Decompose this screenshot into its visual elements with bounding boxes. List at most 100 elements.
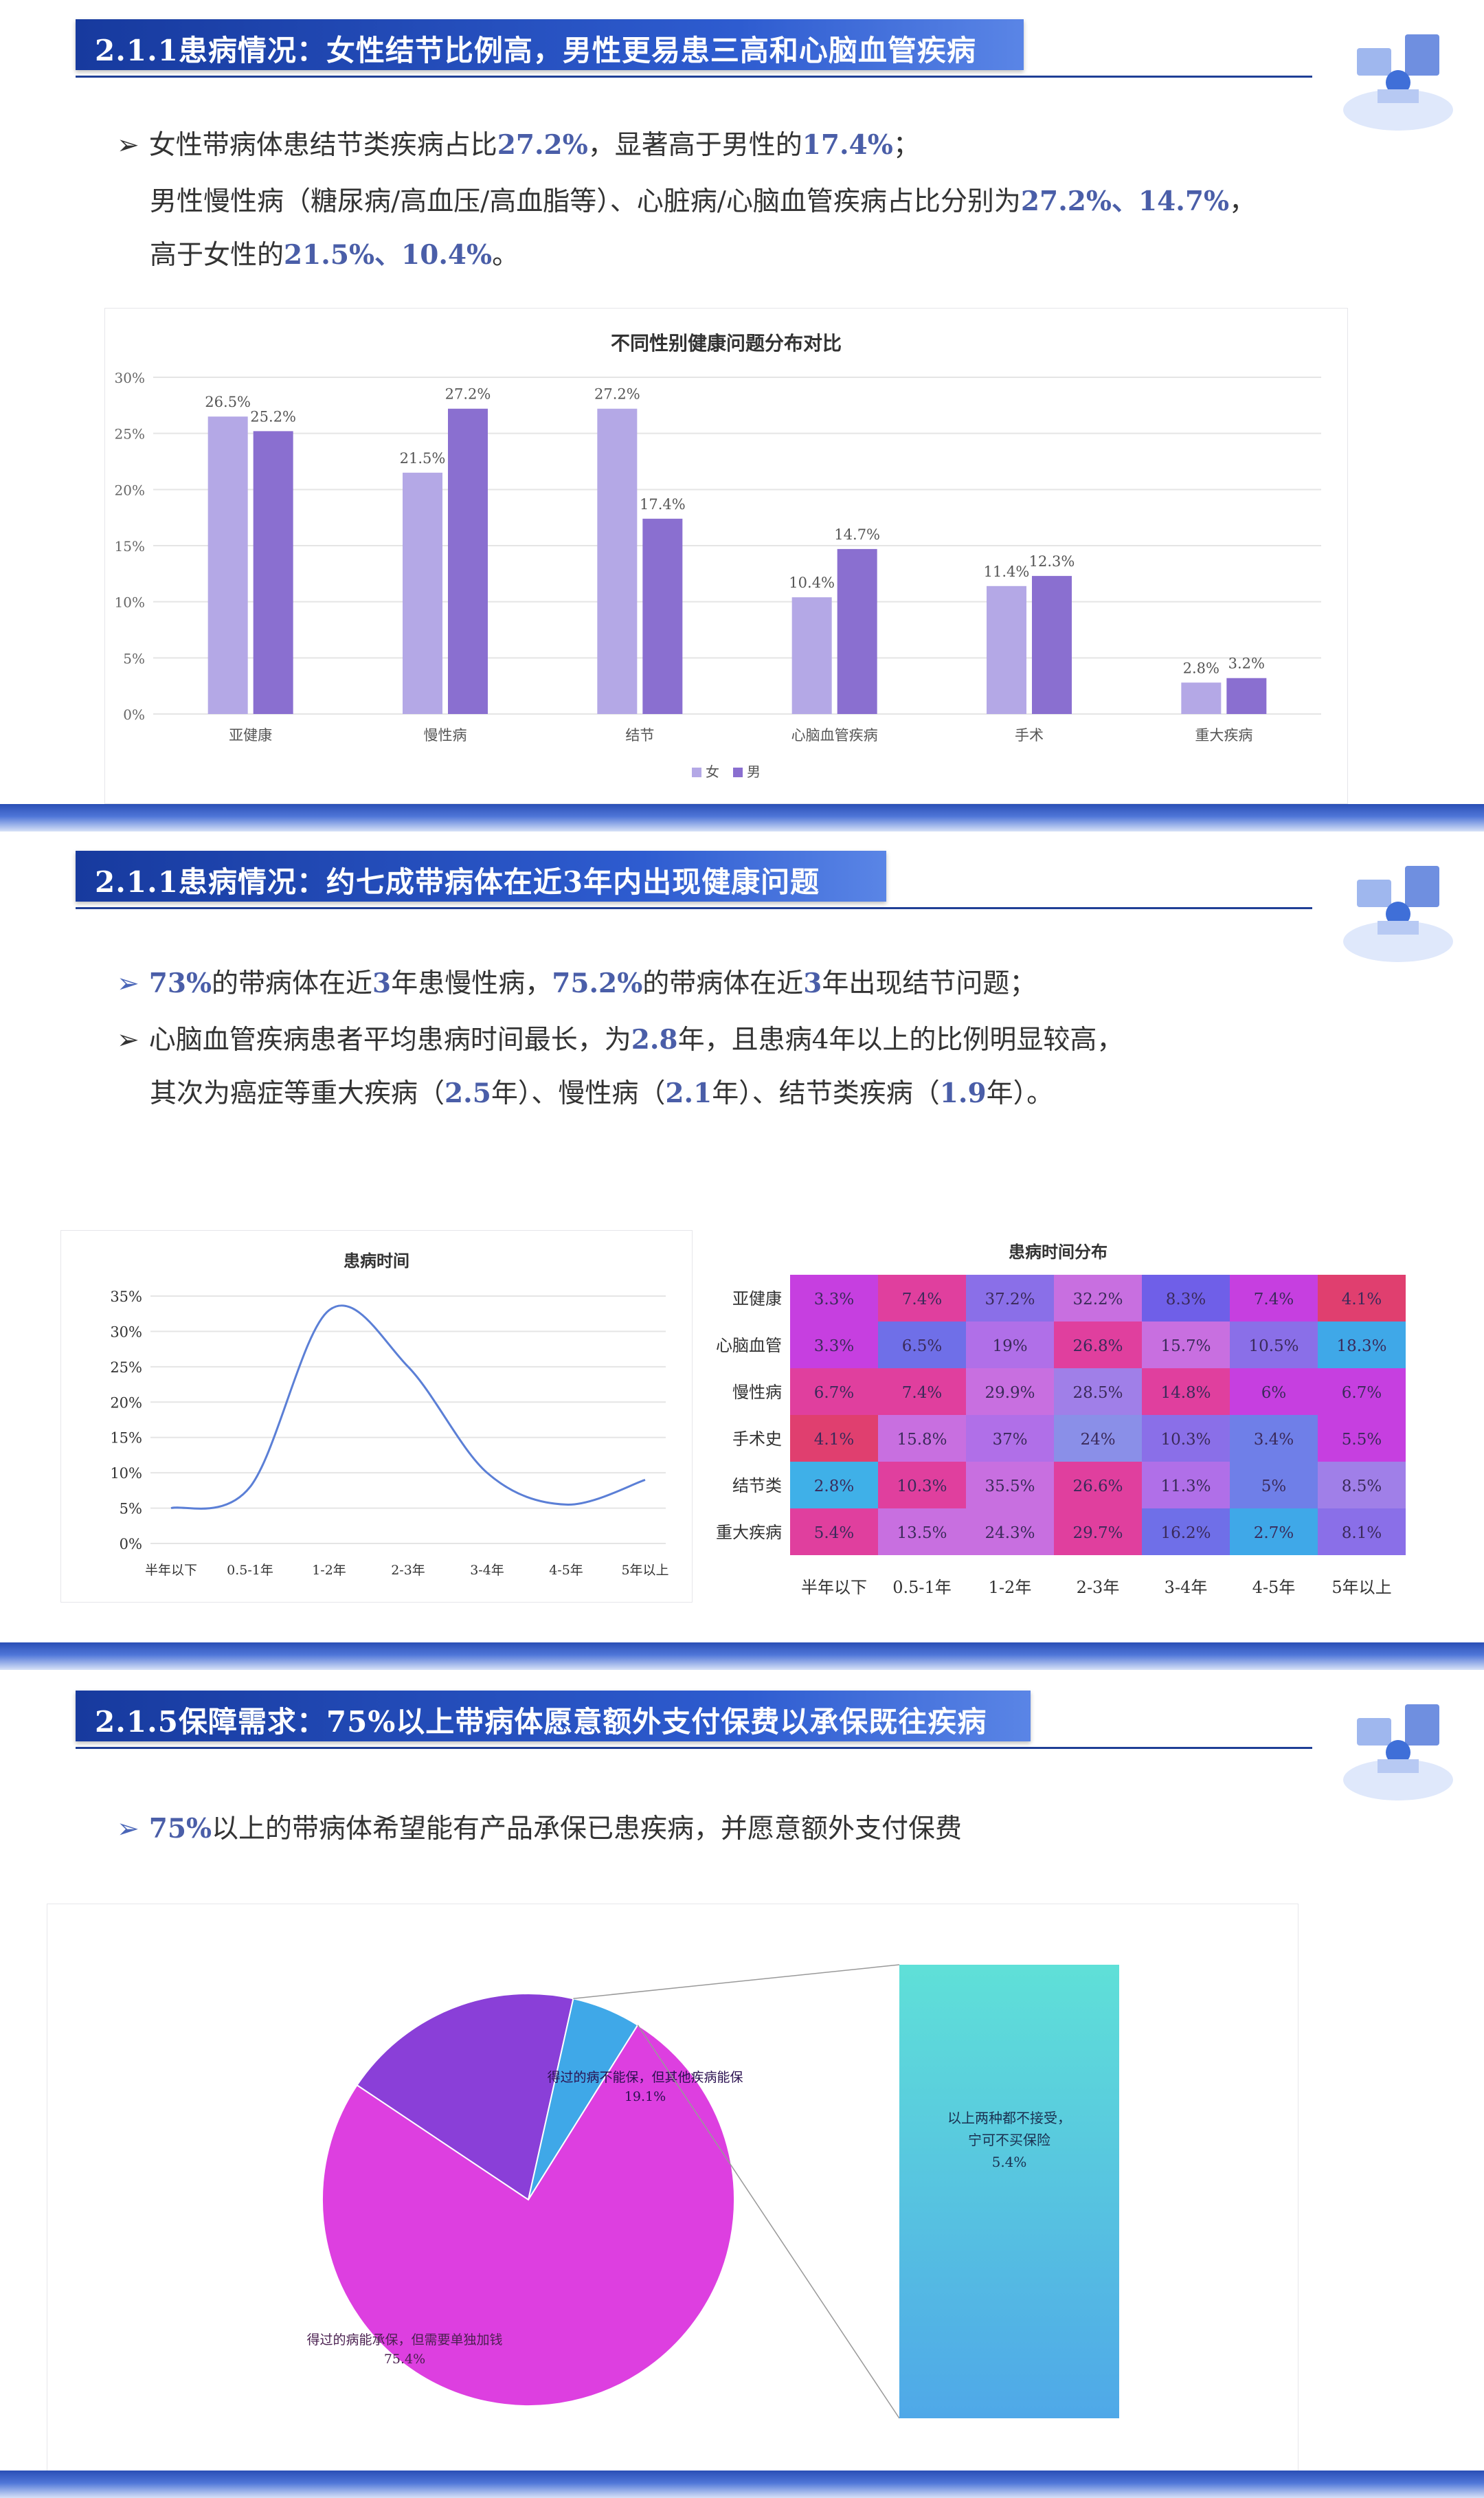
y-tick-label: 25% xyxy=(110,1359,142,1376)
bar xyxy=(987,586,1026,714)
y-tick-label: 5% xyxy=(120,1501,142,1517)
bullet-arrow-icon: ➢ xyxy=(117,1814,139,1844)
x-tick-label: 2-3年 xyxy=(391,1563,425,1578)
cell-label: 8.5% xyxy=(1342,1477,1382,1495)
heatmap-cell xyxy=(966,1415,1054,1462)
bullet-text: 的带病体在近 xyxy=(212,968,373,999)
heatmap-cell xyxy=(1142,1508,1230,1555)
cell-label: 32.2% xyxy=(1072,1291,1123,1308)
pie-chart-svg: 得过的病能承保，但需要单独加钱 75.4% 得过的病不能保，但其他疾病能保 19.1%… xyxy=(306,1964,1119,2419)
heatmap-cell xyxy=(1230,1275,1318,1322)
cell-label: 29.9% xyxy=(985,1384,1035,1402)
bar xyxy=(1032,576,1072,714)
title-underline xyxy=(76,907,1312,909)
heatmap-cell xyxy=(1054,1275,1142,1322)
section-separator xyxy=(0,1642,1484,1670)
row-label: 心脑血管 xyxy=(716,1336,782,1355)
heatmap-cell xyxy=(1054,1508,1142,1555)
heatmap-cell xyxy=(1318,1275,1406,1322)
heatmap-cell xyxy=(1318,1508,1406,1555)
bullet-text: 年）。 xyxy=(986,1078,1054,1109)
bar xyxy=(448,408,488,714)
duration-line-chart: 患病时间 0% 5% 10% 15% 20% 25% 30% 35% 半年以下 0.5-1年 1-2年… xyxy=(60,1230,693,1603)
bullet-line: ➢ 心脑血管疾病患者平均患病时间最长，为2.8年，且患病4年以上的比例明显较高， xyxy=(117,1018,1123,1057)
bar xyxy=(403,472,442,714)
medical-illustration-icon xyxy=(1343,1704,1453,1800)
bar xyxy=(207,416,248,714)
highlight-value: 2.1 xyxy=(665,1078,712,1109)
data-label: 26.5% xyxy=(205,394,251,410)
highlight-value: 3 xyxy=(372,968,392,999)
bar xyxy=(597,408,638,714)
heatmap-cell xyxy=(1142,1275,1230,1322)
cell-label: 7.4% xyxy=(1254,1291,1294,1308)
highlight-value: 17.4% xyxy=(802,129,893,161)
heatmap-cell xyxy=(878,1462,966,1508)
x-tick-label: 心脑血管疾病 xyxy=(791,727,878,744)
y-tick-label: 15% xyxy=(115,538,145,555)
col-label: 4-5年 xyxy=(1252,1578,1296,1597)
section-title: 2.1.1患病情况：约七成带病体在近3年内出现健康问题 xyxy=(95,865,820,899)
cell-label: 7.4% xyxy=(902,1384,942,1402)
x-tick-label: 手术 xyxy=(1015,727,1044,744)
y-tick-label: 10% xyxy=(115,594,145,611)
x-tick-label: 1-2年 xyxy=(312,1563,346,1578)
data-label: 27.2% xyxy=(445,386,491,403)
cell-label: 24% xyxy=(1080,1431,1115,1449)
section-title-bar: 2.1.5保障需求：75%以上带病体愿意额外支付保费以承保既往疾病 xyxy=(76,1691,1031,1741)
cell-label: 3.3% xyxy=(814,1337,854,1355)
legend-swatch xyxy=(692,768,701,777)
y-tick-label: 10% xyxy=(110,1465,142,1482)
bullet-text: 女性带病体患结节类疾病占比 xyxy=(148,130,497,161)
medical-illustration-icon xyxy=(1343,34,1453,131)
pie-slice xyxy=(356,1993,574,2201)
y-tick-label: 30% xyxy=(110,1324,142,1340)
heatmap-cell xyxy=(1318,1322,1406,1368)
y-tick-label: 35% xyxy=(110,1289,142,1305)
x-tick-label: 4-5年 xyxy=(549,1563,583,1578)
col-label: 2-3年 xyxy=(1077,1578,1120,1597)
data-label: 10.4% xyxy=(789,575,835,591)
cell-label: 10.3% xyxy=(1160,1431,1211,1449)
heatmap-cell xyxy=(878,1508,966,1555)
heatmap-cell xyxy=(1230,1462,1318,1508)
heatmap-cell xyxy=(790,1462,878,1508)
pie-slice xyxy=(322,2024,735,2407)
section-title: 2.1.5保障需求：75%以上带病体愿意额外支付保费以承保既往疾病 xyxy=(95,1705,987,1739)
data-label: 3.2% xyxy=(1228,656,1265,672)
heatmap-cell xyxy=(966,1462,1054,1508)
cell-label: 3.3% xyxy=(814,1291,854,1308)
slice-percent: 19.1% xyxy=(625,2089,666,2104)
bullet-line: ➢ 73%的带病体在近3年患慢性病，75.2%的带病体在近3年出现结节问题； xyxy=(117,962,1036,1001)
y-tick-label: 20% xyxy=(110,1394,142,1411)
highlight-value: 3 xyxy=(803,968,822,999)
row-label: 亚健康 xyxy=(732,1289,782,1308)
callout-box xyxy=(899,1965,1119,2418)
row-label: 慢性病 xyxy=(732,1383,782,1402)
bullet-text: 心脑血管疾病患者平均患病时间最长，为 xyxy=(148,1025,631,1056)
bullet-text: 高于女性的 xyxy=(150,240,284,271)
data-label: 17.4% xyxy=(640,496,686,513)
highlight-value: 2.5 xyxy=(445,1078,491,1109)
cell-label: 2.8% xyxy=(814,1477,854,1495)
bullet-arrow-icon: ➢ xyxy=(117,130,139,161)
x-tick-label: 5年以上 xyxy=(621,1563,668,1578)
gender-bar-chart: 不同性别健康问题分布对比 0% 5% 10% 15% 20% 25% 30% 26.5% 25.2… xyxy=(104,308,1348,804)
heatmap-cell xyxy=(1142,1368,1230,1415)
bullet-text: 男性慢性病（糖尿病/高血压/高血脂等）、心脏病/心脑血管疾病占比分别为 xyxy=(150,186,1021,217)
bar xyxy=(1181,682,1222,714)
slice-percent: 75.4% xyxy=(384,2352,425,2367)
cell-label: 8.3% xyxy=(1166,1291,1206,1308)
highlight-value: 27.2%、14.7% xyxy=(1020,186,1230,217)
col-label: 0.5-1年 xyxy=(892,1578,952,1597)
bar xyxy=(642,518,683,714)
col-label: 3-4年 xyxy=(1165,1578,1208,1597)
duration-heatmap: 患病时间分布 亚健康 3.3% 7.4% 37.2% 32.2% 8.3% 7.4% 4.1% 心… xyxy=(701,1230,1429,1601)
bullet-line: ➢ 女性带病体患结节类疾病占比27.2%，显著高于男性的17.4%； xyxy=(117,124,920,162)
cell-label: 24.3% xyxy=(985,1524,1035,1542)
legend-swatch xyxy=(733,768,743,777)
cell-label: 11.3% xyxy=(1160,1477,1211,1495)
cell-label: 35.5% xyxy=(985,1477,1035,1495)
y-tick-label: 30% xyxy=(115,370,145,386)
